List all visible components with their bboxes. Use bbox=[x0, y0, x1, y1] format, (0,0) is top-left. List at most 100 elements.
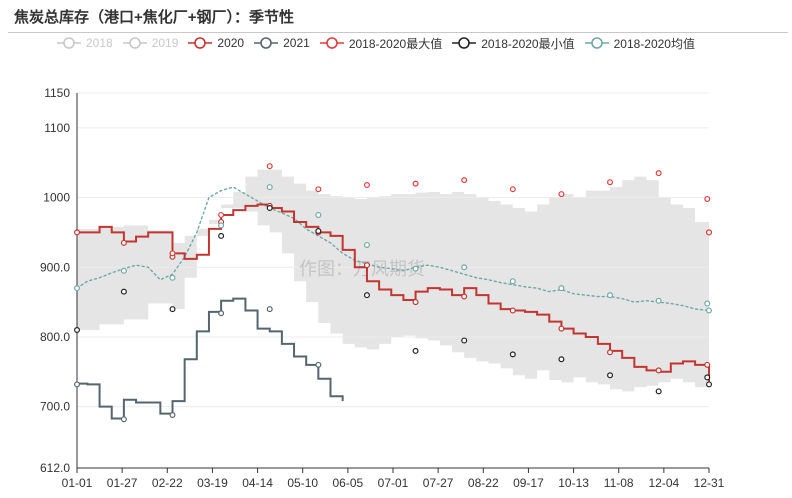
x-tick-label: 10-13 bbox=[558, 476, 589, 490]
data-point-marker bbox=[704, 374, 711, 381]
legend-item-4[interactable]: 2018-2020最大值 bbox=[319, 35, 442, 52]
y-tick-label: 1100 bbox=[44, 121, 70, 135]
data-point-marker bbox=[120, 288, 127, 295]
data-point-marker bbox=[315, 361, 322, 368]
x-tick-label: 07-27 bbox=[423, 476, 454, 490]
title-divider bbox=[8, 32, 788, 33]
data-point-marker bbox=[120, 267, 127, 274]
legend-label: 2018-2020最小值 bbox=[481, 36, 575, 51]
data-point-marker bbox=[169, 306, 176, 313]
data-point-marker bbox=[218, 222, 225, 229]
data-point-marker bbox=[704, 361, 711, 368]
y-tick-label: 1150 bbox=[44, 86, 70, 100]
data-point-marker bbox=[655, 170, 662, 177]
legend-label: 2019 bbox=[151, 36, 179, 50]
legend-line-circle-icon bbox=[254, 37, 279, 49]
data-point-marker bbox=[558, 285, 565, 292]
legend-item-1[interactable]: 2019 bbox=[122, 36, 179, 50]
marker-layer bbox=[73, 163, 712, 423]
data-point-marker bbox=[73, 381, 80, 388]
data-point-marker bbox=[218, 211, 225, 218]
data-point-marker bbox=[705, 307, 712, 314]
data-point-marker bbox=[558, 325, 565, 332]
y-tick-label: 612.0 bbox=[40, 461, 70, 475]
data-point-marker bbox=[705, 381, 712, 388]
data-point-marker bbox=[461, 264, 468, 271]
data-point-marker bbox=[73, 326, 80, 333]
data-point-marker bbox=[315, 186, 322, 193]
x-tick-label: 12-31 bbox=[694, 476, 725, 490]
legend-line-circle-icon bbox=[319, 37, 344, 49]
data-point-marker bbox=[558, 356, 565, 363]
data-point-marker bbox=[363, 241, 370, 248]
data-point-marker bbox=[315, 211, 322, 218]
x-tick-label: 12-04 bbox=[649, 476, 680, 490]
data-point-marker bbox=[169, 412, 176, 419]
data-point-marker bbox=[120, 239, 127, 246]
legend-label: 2018-2020最大值 bbox=[348, 36, 443, 51]
legend-line-circle-icon bbox=[584, 37, 609, 49]
data-point-marker bbox=[607, 349, 614, 356]
legend-item-0[interactable]: 2018 bbox=[56, 36, 113, 50]
series-layer bbox=[76, 186, 710, 420]
x-tick-label: 04-14 bbox=[242, 476, 273, 490]
chart-legend: 2018 2019 2020 2021 2018-2020最大值 2018-2020最小值… bbox=[56, 34, 695, 52]
data-point-marker bbox=[363, 292, 370, 299]
x-tick-label: 06-05 bbox=[333, 476, 364, 490]
data-point-marker bbox=[461, 337, 468, 344]
data-point-marker bbox=[509, 186, 516, 193]
data-point-marker bbox=[461, 293, 468, 300]
legend-item-3[interactable]: 2021 bbox=[253, 36, 310, 50]
series-line-2020 bbox=[77, 203, 710, 383]
data-point-marker bbox=[169, 274, 176, 281]
data-point-marker bbox=[704, 195, 711, 202]
data-point-marker bbox=[73, 285, 80, 292]
data-point-marker bbox=[607, 179, 614, 186]
data-point-marker bbox=[73, 229, 80, 236]
legend-line-circle-icon bbox=[188, 37, 213, 49]
legend-label: 2021 bbox=[283, 36, 310, 50]
data-point-marker bbox=[169, 250, 176, 257]
y-tick-label: 700.0 bbox=[40, 400, 70, 414]
data-point-marker bbox=[509, 351, 516, 358]
data-point-marker bbox=[266, 205, 273, 212]
range-band bbox=[77, 169, 709, 392]
data-point-marker bbox=[315, 228, 322, 235]
legend-item-2[interactable]: 2020 bbox=[187, 36, 244, 50]
x-tick-label: 01-27 bbox=[107, 476, 138, 490]
data-point-marker bbox=[607, 292, 614, 299]
data-point-marker bbox=[266, 184, 273, 191]
x-tick-label: 07-01 bbox=[378, 476, 409, 490]
y-tick-label: 1000 bbox=[43, 191, 70, 205]
data-point-marker bbox=[363, 262, 370, 269]
legend-line-circle-icon bbox=[122, 37, 147, 49]
legend-item-5[interactable]: 2018-2020最小值 bbox=[451, 35, 575, 52]
data-point-marker bbox=[412, 299, 419, 306]
x-tick-label: 01-01 bbox=[62, 476, 93, 490]
y-tick-label: 800.0 bbox=[40, 330, 70, 344]
x-tick-label: 05-10 bbox=[287, 476, 318, 490]
data-point-marker bbox=[266, 163, 273, 170]
data-point-marker bbox=[218, 232, 225, 239]
data-point-marker bbox=[266, 306, 273, 313]
data-point-marker bbox=[461, 177, 468, 184]
x-tick-label: 02-22 bbox=[152, 476, 183, 490]
data-point-marker bbox=[509, 307, 516, 314]
data-point-marker bbox=[509, 278, 516, 285]
x-tick-label: 03-19 bbox=[197, 476, 228, 490]
data-point-marker bbox=[218, 310, 225, 317]
data-point-marker bbox=[655, 297, 662, 304]
legend-item-6[interactable]: 2018-2020均值 bbox=[584, 35, 695, 52]
x-tick-label: 08-22 bbox=[468, 476, 499, 490]
data-point-marker bbox=[705, 229, 712, 236]
data-point-marker bbox=[412, 265, 419, 272]
data-point-marker bbox=[412, 347, 419, 354]
data-point-marker bbox=[655, 388, 662, 395]
legend-line-circle-icon bbox=[57, 37, 81, 49]
band-layer bbox=[77, 169, 709, 392]
y-tick-label: 900.0 bbox=[40, 260, 70, 274]
legend-line-circle-icon bbox=[452, 37, 477, 49]
legend-label: 2018 bbox=[86, 36, 113, 50]
